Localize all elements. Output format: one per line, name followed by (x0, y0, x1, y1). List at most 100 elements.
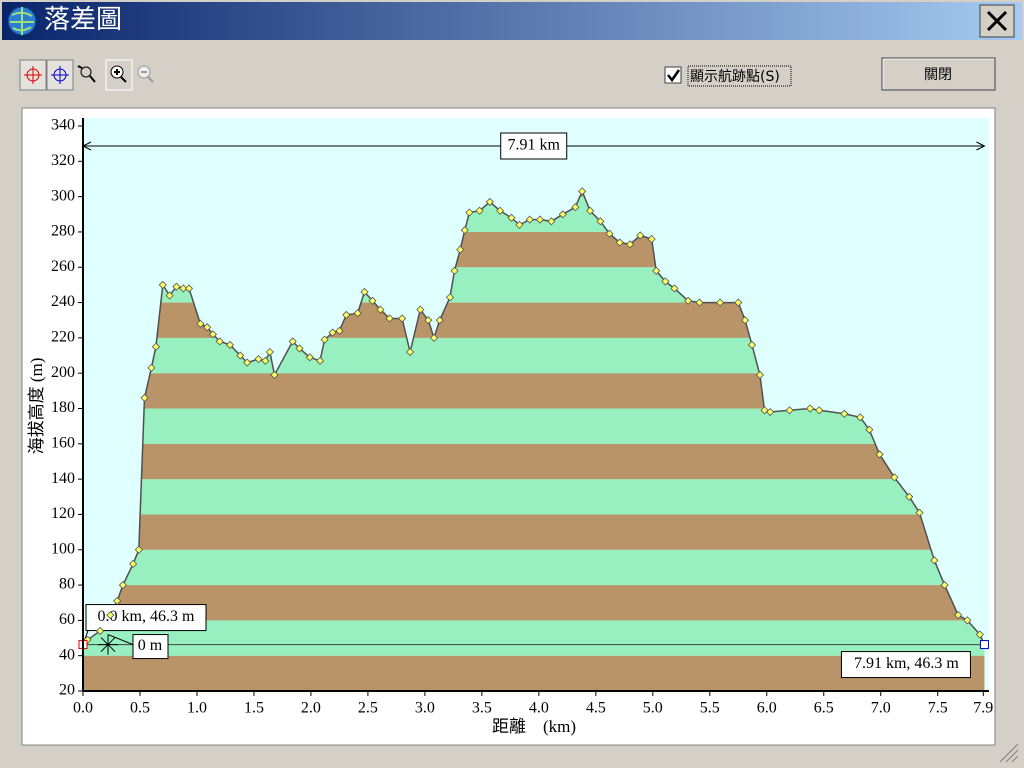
track-point (652, 266, 661, 275)
y-tick-label: 80 (59, 576, 75, 593)
x-tick-label: 4.0 (529, 700, 549, 717)
track-point (930, 556, 939, 565)
track-point (315, 356, 325, 365)
track-point (106, 611, 115, 620)
y-tick-label: 220 (51, 329, 75, 346)
checkbox-label: 顯示航跡點(S) (690, 69, 780, 85)
tool-zoom-out[interactable] (137, 65, 154, 83)
track-point (184, 284, 194, 293)
track-point (236, 351, 245, 360)
track-point (975, 630, 984, 639)
y-tick-label: 160 (51, 434, 75, 451)
y-tick-label: 40 (59, 646, 75, 663)
track-point (755, 370, 765, 380)
track-point (485, 197, 494, 206)
track-point (785, 406, 794, 415)
track-point (905, 492, 914, 501)
track-point (856, 413, 865, 422)
track-point (429, 333, 439, 342)
tool-zoom-in[interactable] (105, 59, 133, 91)
track-point (647, 234, 656, 244)
track-point (954, 611, 963, 620)
track-point (963, 616, 972, 625)
track-point (353, 309, 362, 318)
track-point (398, 314, 407, 323)
x-tick-label: 4.5 (586, 700, 606, 717)
y-tick-label: 340 (51, 117, 75, 134)
track-point (515, 220, 524, 229)
tool-select[interactable] (77, 65, 96, 83)
x-tick-label: 0.0 (73, 700, 93, 717)
track-point (535, 215, 545, 224)
track-point (596, 217, 605, 226)
track-point (636, 231, 645, 240)
tool-start-point[interactable] (19, 59, 47, 91)
track-point (547, 217, 556, 226)
track-point (445, 293, 455, 302)
y-axis-label: 海拔高度 (m) (27, 358, 46, 455)
area-band (83, 549, 985, 586)
y-tick-label: 300 (51, 187, 75, 204)
track-point (129, 559, 138, 568)
x-tick-label: 2.5 (358, 700, 378, 717)
area-band (83, 620, 985, 656)
track-point (684, 296, 693, 305)
track-point (625, 240, 635, 249)
close-window[interactable] (979, 4, 1015, 38)
track-point (496, 206, 505, 215)
track-point (158, 280, 167, 289)
end-label: 7.91 km, 46.3 m (854, 655, 959, 672)
window-title: 落差圖 (44, 5, 122, 34)
tool-end-point[interactable] (46, 59, 74, 91)
track-point (328, 328, 337, 337)
app-icon (7, 6, 37, 36)
track-point (525, 215, 534, 224)
close-button-label: 關閉 (924, 67, 952, 83)
end-marker (979, 640, 989, 650)
x-tick-label: 2.0 (301, 700, 321, 717)
close-button[interactable]: 關閉 (881, 57, 996, 91)
track-point (766, 407, 775, 417)
y-tick-label: 240 (51, 293, 75, 310)
track-point (243, 358, 252, 367)
span-label: 7.91 km (507, 137, 560, 154)
track-point (335, 326, 344, 335)
x-tick-label: 5.0 (643, 700, 663, 717)
track-point (578, 187, 587, 196)
track-point (715, 298, 725, 307)
track-point (571, 203, 580, 212)
x-tick-label: 7.5 (928, 700, 948, 717)
track-point (179, 284, 188, 293)
x-tick-label: 5.5 (700, 700, 720, 717)
track-point (507, 213, 516, 222)
end-label-box (840, 651, 971, 679)
title-bar (2, 2, 1022, 40)
track-point (450, 266, 459, 275)
y-tick-label: 180 (51, 399, 75, 416)
track-point (265, 347, 274, 357)
track-point (741, 316, 750, 325)
difference-label: 0 m (138, 637, 163, 654)
x-tick-label: 7.0 (871, 700, 891, 717)
x-tick-label: 7.9 (973, 700, 993, 717)
track-point (140, 393, 149, 402)
track-point (586, 206, 595, 215)
track-point (203, 323, 212, 332)
track-point (695, 298, 704, 307)
track-point (113, 596, 122, 606)
y-tick-label: 200 (51, 364, 75, 381)
resize-grip (999, 743, 1019, 763)
x-axis-label: 距離 (km) (492, 717, 576, 736)
show-points-checkbox[interactable]: 顯示航跡點(S) (664, 65, 792, 87)
y-tick-label: 280 (51, 223, 75, 240)
track-point (305, 353, 314, 362)
track-point (151, 342, 161, 351)
track-point (747, 340, 757, 350)
track-point (915, 508, 924, 517)
track-point (840, 409, 849, 418)
y-tick-label: 100 (51, 540, 75, 557)
x-tick-label: 1.0 (187, 700, 207, 717)
track-point (615, 238, 624, 247)
track-point (670, 284, 679, 293)
